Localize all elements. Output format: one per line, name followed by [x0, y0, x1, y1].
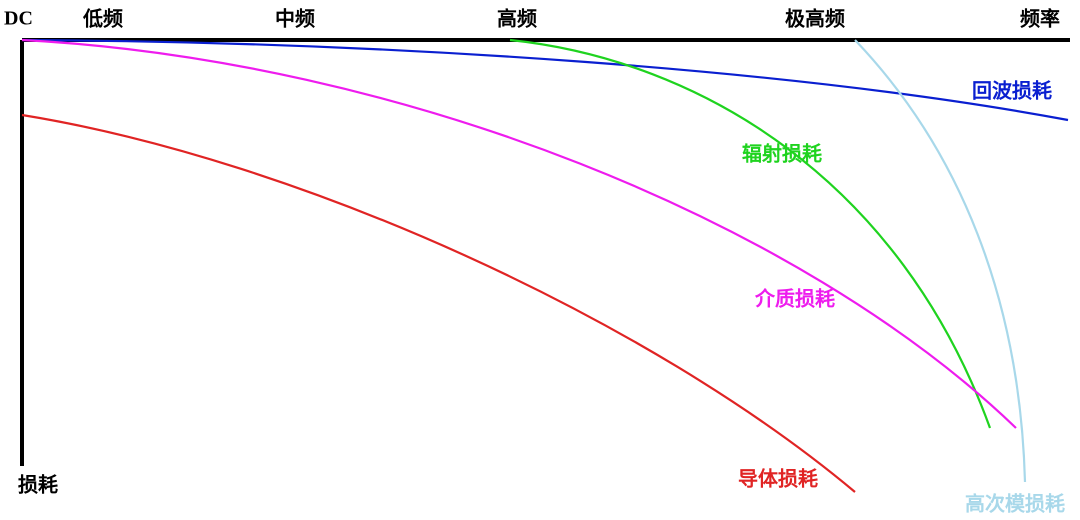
curve-label: 辐射损耗 — [742, 142, 822, 166]
y-label: 损耗 — [18, 473, 58, 497]
radiation-loss-curve — [509, 38, 992, 429]
x-label: 频率 — [1020, 7, 1060, 31]
curve-label: 导体损耗 — [738, 467, 818, 491]
return-loss-curve — [21, 38, 1069, 122]
x-label: 低频 — [82, 7, 123, 31]
conductor-loss-curve — [21, 113, 856, 493]
higher-mode-loss-curve — [854, 39, 1027, 483]
curve-label: 高次模损耗 — [965, 492, 1065, 516]
curve-label: 回波损耗 — [972, 79, 1052, 103]
x-label: DC — [4, 8, 33, 30]
dielectric-loss-curve — [21, 38, 1017, 429]
x-label: 中频 — [275, 7, 315, 31]
curve-label: 介质损耗 — [754, 287, 835, 311]
x-label: 高频 — [497, 7, 537, 31]
x-label: 极高频 — [785, 7, 845, 31]
